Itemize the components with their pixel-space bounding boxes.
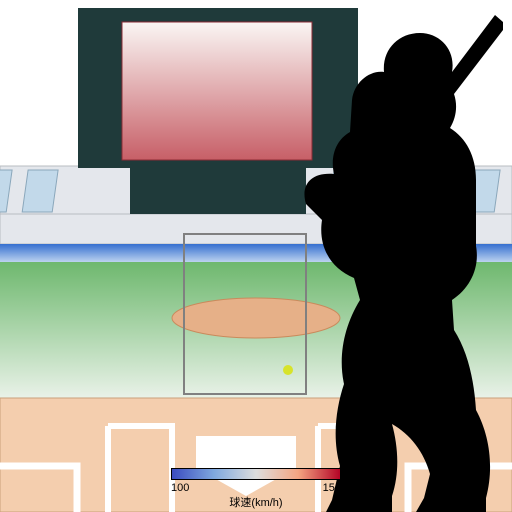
- legend-tick-100: 100: [171, 482, 189, 494]
- legend-ticks: 100 150: [171, 482, 341, 494]
- scene-svg: [0, 0, 512, 512]
- pitch-chart: 100 150 球速(km/h): [0, 0, 512, 512]
- speed-legend: 100 150 球速(km/h): [171, 468, 341, 510]
- legend-color-bar: [171, 468, 341, 480]
- legend-label: 球速(km/h): [171, 494, 341, 510]
- legend-tick-150: 150: [323, 482, 341, 494]
